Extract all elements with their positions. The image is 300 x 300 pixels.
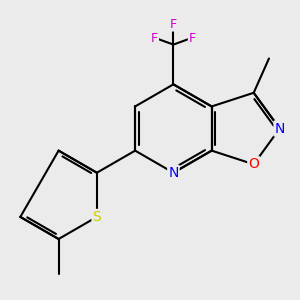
Text: O: O <box>248 157 259 171</box>
Text: S: S <box>92 210 101 224</box>
Text: F: F <box>170 18 177 31</box>
Text: F: F <box>151 32 158 45</box>
Text: N: N <box>168 166 178 180</box>
Text: F: F <box>189 32 196 45</box>
Text: N: N <box>274 122 285 136</box>
